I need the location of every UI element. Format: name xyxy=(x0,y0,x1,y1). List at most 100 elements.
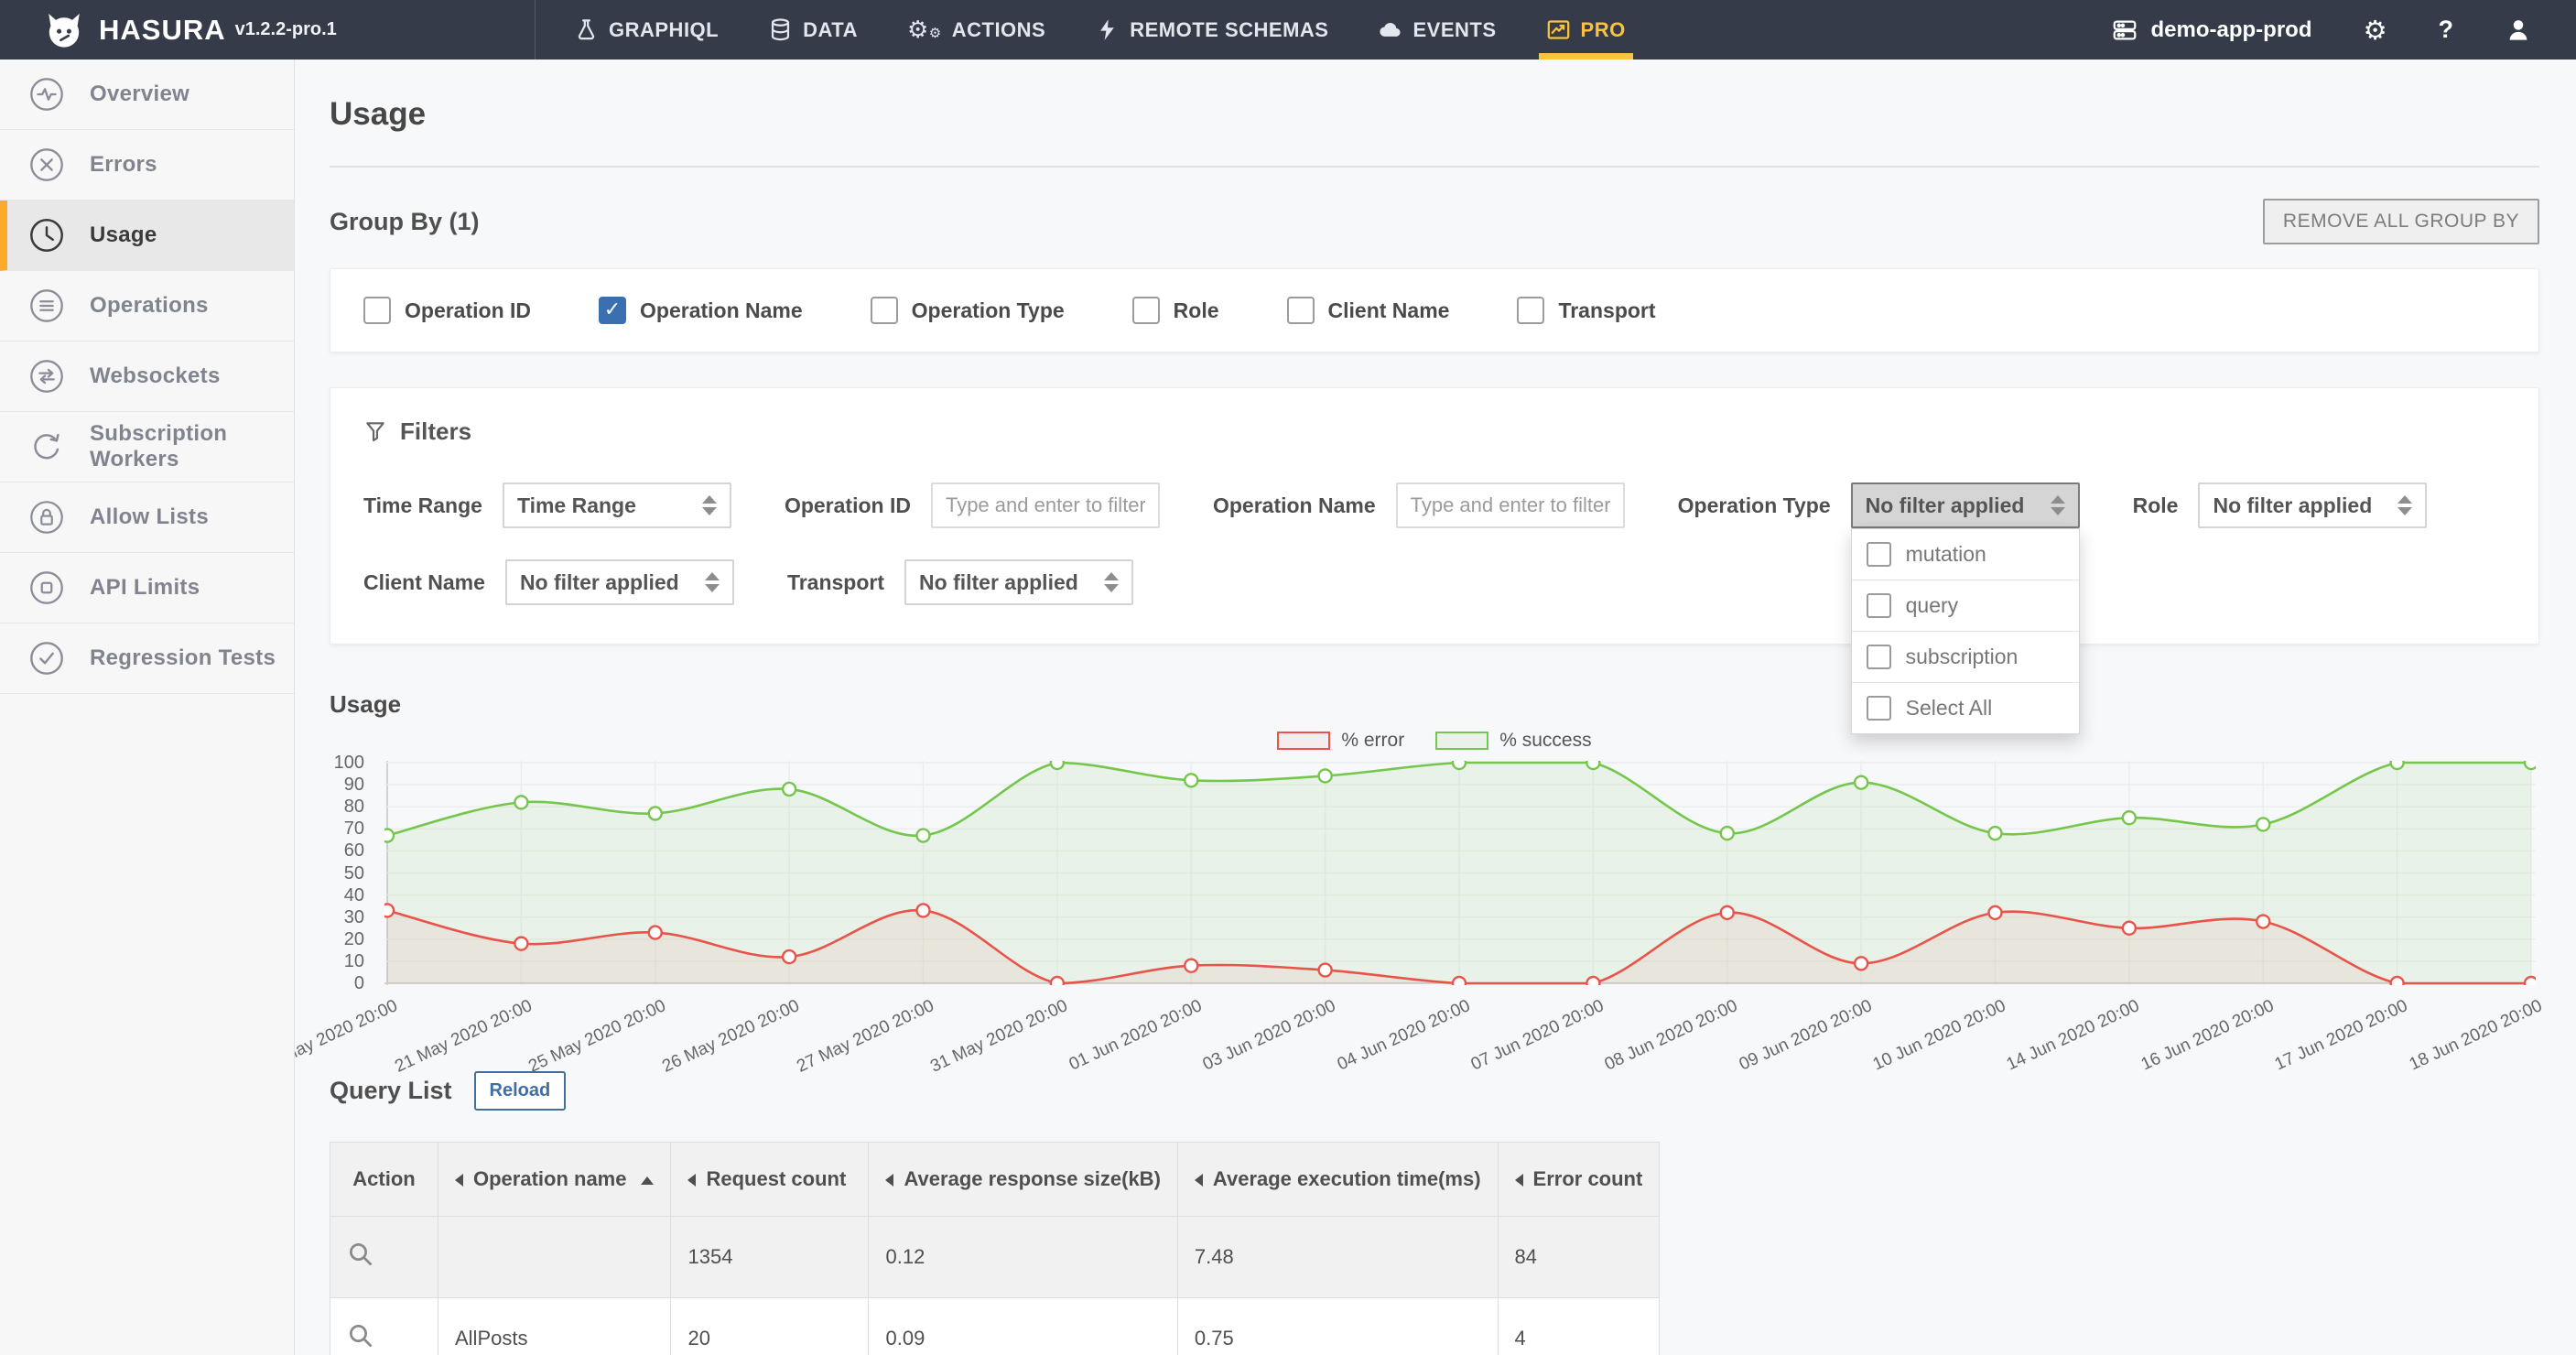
reload-button[interactable]: Reload xyxy=(473,1071,567,1111)
sidebar-item-overview[interactable]: Overview xyxy=(0,60,294,130)
role-select[interactable]: No filter applied xyxy=(2198,482,2428,528)
column-operation-name[interactable]: Operation name xyxy=(437,1142,672,1217)
client-name-select[interactable]: No filter applied xyxy=(504,559,734,605)
divider xyxy=(330,166,2539,168)
sidebar-item-allow-lists[interactable]: Allow Lists xyxy=(0,482,294,553)
group-by-option[interactable]: ✓ Transport xyxy=(1517,297,1656,324)
dropdown-option[interactable]: ✓ Select All xyxy=(1852,683,2079,733)
x-tick-label: 16 Jun 2020 20:00 xyxy=(2138,996,2278,1075)
x-tick-label: 18 Jun 2020 20:00 xyxy=(2406,996,2545,1075)
transport-select[interactable]: No filter applied xyxy=(904,559,1134,605)
query-list-table: Action Operation name Request count Aver… xyxy=(330,1142,1661,1355)
nav-item-pro[interactable]: PRO xyxy=(1538,0,1633,60)
version-label: v1.2.2-pro.1 xyxy=(234,19,337,39)
column-error-count[interactable]: Error count xyxy=(1497,1142,1661,1217)
group-by-title: Group By (1) xyxy=(330,207,480,235)
select-arrows-icon xyxy=(1104,572,1120,592)
cell-error-count: 84 xyxy=(1497,1216,1661,1298)
checkbox[interactable]: ✓ xyxy=(1131,297,1160,324)
nav-item-remote-schemas[interactable]: REMOTE SCHEMAS xyxy=(1095,0,1328,60)
operation-id-input[interactable] xyxy=(930,482,1160,528)
operation-type-select[interactable]: No filter applied xyxy=(1850,482,2080,528)
group-by-option[interactable]: ✓ Operation ID xyxy=(363,297,531,324)
group-by-option[interactable]: ✓ Operation Type xyxy=(870,297,1065,324)
select-arrows-icon xyxy=(2050,495,2065,515)
dropdown-option[interactable]: ✓ subscription xyxy=(1851,632,2079,683)
top-navbar: HASURA v1.2.2-pro.1 GRAPHIQL DATA xyxy=(0,0,2576,60)
group-by-option[interactable]: ✓ Role xyxy=(1131,297,1219,324)
cell-avg-response-size: 0.09 xyxy=(868,1297,1178,1355)
checkbox[interactable]: ✓ xyxy=(1286,297,1315,324)
checkbox[interactable]: ✓ xyxy=(870,297,898,324)
help-icon[interactable]: ? xyxy=(2438,16,2454,43)
square-icon xyxy=(30,571,63,604)
checkbox[interactable]: ✓ xyxy=(599,297,627,324)
chart-legend: % error % success xyxy=(330,730,2539,752)
usage-chart-svg xyxy=(384,761,2536,985)
database-icon xyxy=(772,18,790,41)
cell-request-count: 1354 xyxy=(670,1216,870,1298)
sort-left-icon xyxy=(455,1174,463,1187)
active-underline xyxy=(1538,53,1633,60)
project-name: demo-app-prod xyxy=(2150,16,2312,42)
x-tick-label: 26 May 2020 20:00 xyxy=(659,996,803,1077)
sidebar-item-errors[interactable]: Errors xyxy=(0,130,294,201)
legend-item-error[interactable]: % error xyxy=(1277,730,1404,752)
checkbox[interactable]: ✓ xyxy=(1517,297,1545,324)
nav-item-graphiql[interactable]: GRAPHIQL xyxy=(574,0,719,60)
checkbox[interactable]: ✓ xyxy=(1866,593,1891,618)
cell-operation-name: AllPosts xyxy=(437,1297,672,1355)
checkbox[interactable]: ✓ xyxy=(1866,542,1891,567)
sort-left-icon xyxy=(1514,1174,1523,1187)
sidebar-item-operations[interactable]: Operations xyxy=(0,271,294,341)
group-by-option[interactable]: ✓ Operation Name xyxy=(599,297,803,324)
checkbox[interactable]: ✓ xyxy=(363,297,391,324)
legend-item-success[interactable]: % success xyxy=(1435,730,1592,752)
nav-item-actions[interactable]: ⚙⚙ ACTIONS xyxy=(906,16,1046,44)
column-avg-response-size[interactable]: Average response size(kB) xyxy=(868,1142,1178,1217)
settings-gear-icon[interactable]: ⚙ xyxy=(2363,14,2387,46)
dropdown-option[interactable]: ✓ mutation xyxy=(1851,529,2079,580)
sidebar-item-regression-tests[interactable]: Regression Tests xyxy=(0,623,294,694)
table-row: 1354 0.12 7.48 84 xyxy=(330,1216,1661,1298)
magnifier-icon[interactable] xyxy=(347,1322,374,1350)
sort-left-icon xyxy=(687,1174,697,1187)
refresh-loop-icon xyxy=(34,433,60,460)
query-list-title: Query List xyxy=(330,1077,452,1104)
error-circle-icon xyxy=(30,148,63,181)
magnifier-icon[interactable] xyxy=(347,1241,374,1268)
time-range-select[interactable]: Time Range xyxy=(502,482,731,528)
filters-title: Filters xyxy=(400,417,472,445)
user-icon[interactable] xyxy=(2505,16,2532,44)
sidebar-item-api-limits[interactable]: API Limits xyxy=(0,553,294,623)
remove-all-group-by-button[interactable]: REMOVE ALL GROUP BY xyxy=(2262,199,2539,244)
column-request-count[interactable]: Request count xyxy=(670,1142,870,1217)
nav-item-events[interactable]: EVENTS xyxy=(1378,0,1496,60)
sort-asc-icon xyxy=(641,1176,655,1185)
sidebar-item-websockets[interactable]: Websockets xyxy=(0,341,294,412)
group-by-option[interactable]: ✓ Client Name xyxy=(1286,297,1449,324)
nav-item-data[interactable]: DATA xyxy=(768,0,858,60)
checkbox[interactable]: ✓ xyxy=(1866,645,1891,669)
y-tick-label: 20 xyxy=(343,928,364,949)
y-tick-label: 90 xyxy=(343,775,364,796)
filter-operation-name: Operation Name xyxy=(1213,482,1625,528)
server-icon xyxy=(2113,20,2136,39)
column-avg-execution-time[interactable]: Average execution time(ms) xyxy=(1176,1142,1499,1217)
sidebar-item-usage[interactable]: Usage xyxy=(0,201,294,271)
cell-avg-response-size: 0.12 xyxy=(868,1216,1178,1298)
x-tick-label: 07 Jun 2020 20:00 xyxy=(1467,996,1607,1075)
checkbox[interactable]: ✓ xyxy=(1866,696,1891,721)
main-content: Usage Group By (1) REMOVE ALL GROUP BY ✓… xyxy=(295,60,2576,1355)
operation-name-input[interactable] xyxy=(1395,482,1625,528)
y-tick-label: 30 xyxy=(343,906,364,927)
dropdown-option[interactable]: ✓ query xyxy=(1851,580,2079,632)
project-selector[interactable]: demo-app-prod xyxy=(2111,16,2312,44)
lock-icon xyxy=(30,501,63,534)
x-tick-label: 21 May 2020 20:00 xyxy=(391,996,536,1077)
sidebar-item-subscription-workers[interactable]: Subscription Workers xyxy=(0,412,294,482)
sort-left-icon xyxy=(1194,1174,1203,1187)
action-cell xyxy=(330,1297,438,1355)
brand[interactable]: HASURA v1.2.2-pro.1 xyxy=(0,0,536,60)
